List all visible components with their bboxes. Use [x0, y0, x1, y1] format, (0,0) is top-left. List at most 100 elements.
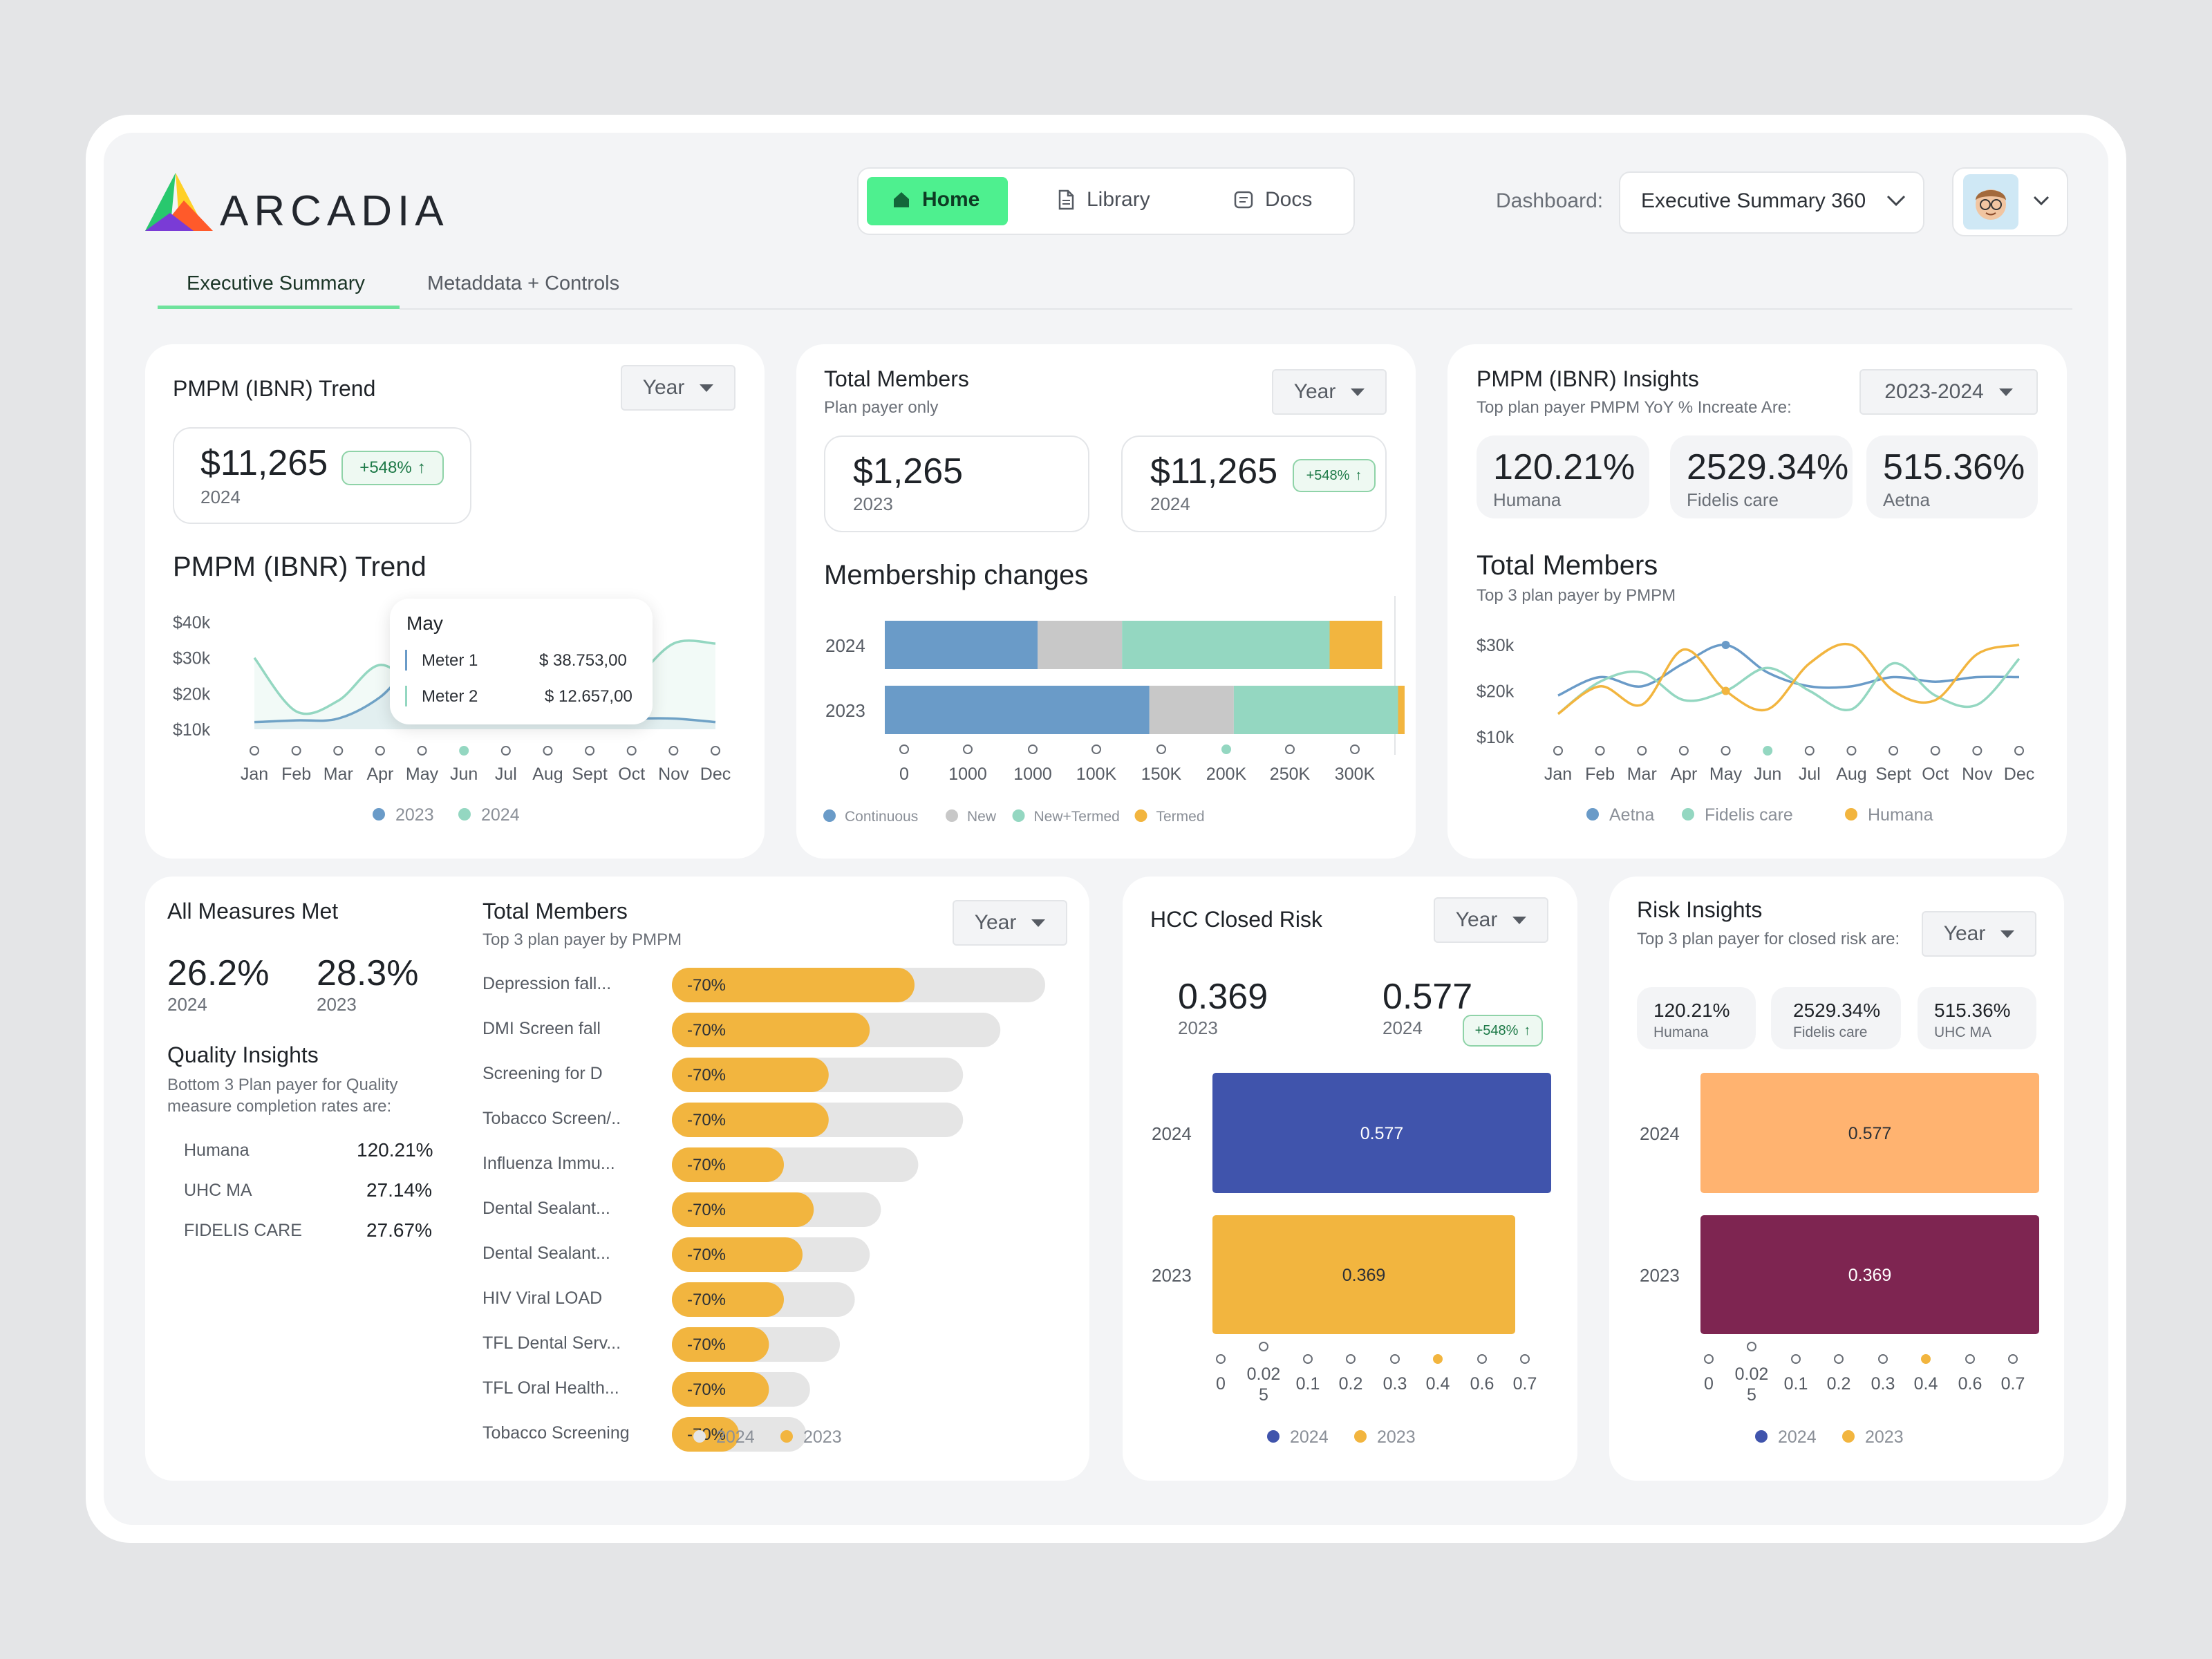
legend-label-3: Termed: [1156, 809, 1205, 825]
x-tick-label: Jun: [450, 765, 478, 784]
bar-data-label: -70%: [687, 1066, 726, 1085]
caret-down-icon: [1351, 388, 1365, 396]
risk-title: Risk Insights: [1637, 897, 1763, 922]
risk-stat-2-value: 2529.34%: [1793, 1000, 1881, 1021]
x-tick-dot: [500, 746, 511, 756]
x-tick-label: 0.1: [1784, 1374, 1808, 1394]
nav-library[interactable]: Library: [1056, 188, 1150, 212]
arcadia-logo[interactable]: [145, 173, 221, 236]
legend-swatch-1: [780, 1430, 793, 1443]
x-tick-dot: [626, 746, 637, 756]
pmpm-trend-year-dropdown[interactable]: Year: [621, 365, 735, 411]
x-tick-label: 0.7: [2001, 1374, 2025, 1394]
x-tick-label: 0.7: [1513, 1374, 1537, 1394]
x-tick-dot: [1595, 746, 1605, 756]
pmpm-trend-title: PMPM (IBNR) Trend: [173, 376, 376, 401]
x-tick-dot: [1763, 746, 1773, 756]
x-tick-dot: [1553, 746, 1563, 756]
x-tick-dot: [711, 746, 720, 756]
risk-subtitle: Top 3 plan payer for closed risk are:: [1637, 930, 1900, 948]
legend-label-0: 2024: [716, 1427, 755, 1447]
x-tick-label: May: [406, 765, 439, 784]
legend-swatch-3: [1134, 809, 1147, 822]
chevron-down-icon: [1886, 195, 1906, 207]
home-icon: [894, 192, 909, 207]
risk-year-dropdown[interactable]: Year: [1922, 911, 2036, 957]
members-kpi-2023-value: $1,265: [853, 451, 964, 491]
x-tick-dot: [1804, 746, 1815, 756]
total-members-year-dropdown[interactable]: Year: [1272, 369, 1387, 415]
x-tick-label: Oct: [1922, 765, 1949, 784]
y-tick-label: $30k: [173, 649, 211, 668]
x-tick-label: Jul: [1799, 765, 1821, 784]
x-tick-label: 0.2: [1827, 1374, 1851, 1394]
risk-stat-3-label: UHC MA: [1934, 1024, 1991, 1040]
risk-stat-2: [1771, 987, 1901, 1049]
x-tick-label: 0.4: [1426, 1374, 1450, 1394]
x-tick-dot: [291, 746, 301, 756]
bar-segment-New+Termed: [1233, 686, 1398, 734]
measures-title: All Measures Met: [167, 899, 339, 924]
bar-fill: [672, 1237, 803, 1272]
pmpm-trend-kpi-year: 2024: [200, 487, 241, 507]
caret-down-icon: [700, 384, 714, 392]
user-chevron-down-icon[interactable]: [2032, 195, 2050, 207]
bar-fill: [672, 1103, 829, 1137]
legend-label-1: 2024: [481, 805, 520, 825]
x-tick-label: 300K: [1335, 765, 1376, 784]
members-change-badge: +548% ↑: [1293, 459, 1376, 492]
bar-data-label: -70%: [687, 1021, 726, 1040]
quality-row-1-value: 120.21%: [357, 1139, 433, 1161]
x-tick-dot: [1221, 744, 1231, 754]
caret-down-icon: [1031, 919, 1046, 927]
risk-insights-chart: 2024 0.577 2023 0.369 0 0.025 0.1 0.2 0.3 0.4 0.6 0…: [1640, 1073, 2039, 1447]
x-tick-dot: [417, 746, 427, 756]
x-tick-dot: [1888, 746, 1899, 756]
bar-2023: [1700, 1215, 2039, 1334]
data-point: [1721, 686, 1730, 695]
avatar[interactable]: [1963, 174, 2018, 229]
series-line-Fidelis care: [1557, 657, 2021, 715]
bar-data-label: -70%: [687, 1156, 726, 1174]
legend-label-0: Continuous: [845, 809, 918, 825]
caret-down-icon: [2000, 930, 2015, 938]
quality-year-dropdown[interactable]: Year: [953, 900, 1067, 946]
x-tick-dot: [1350, 744, 1360, 754]
dropdown-label: Year: [1943, 922, 1986, 945]
x-tick-dot: [1637, 746, 1647, 756]
change-value: +548%: [1306, 467, 1350, 483]
tab-metadata-controls[interactable]: Metaddata + Controls: [427, 272, 620, 294]
period-dropdown[interactable]: 2023-2024: [1859, 369, 2038, 415]
pmpm-trend-change-badge: +548% ↑: [341, 451, 444, 485]
insight-chart-title: Total Members: [1477, 550, 1658, 581]
legend-swatch-2: [1845, 808, 1857, 821]
nav-home[interactable]: Home: [892, 188, 980, 212]
dashboard-select[interactable]: [1619, 171, 1924, 234]
x-tick-dot: [2008, 1354, 2018, 1364]
tab-executive-summary[interactable]: Executive Summary: [187, 272, 365, 294]
insight-stat-2-value: 2529.34%: [1687, 447, 1849, 487]
bar-fill: [672, 1327, 769, 1362]
hcc-year-dropdown[interactable]: Year: [1434, 897, 1548, 943]
members-kpi-2024-year: 2024: [1150, 494, 1190, 514]
x-tick-label: Mar: [324, 765, 353, 784]
data-point: [1721, 641, 1730, 649]
tooltip-row-1-value: $ 38.753,00: [539, 651, 627, 670]
x-tick-label: Nov: [658, 765, 689, 784]
x-tick-dot: [668, 746, 679, 756]
nav-docs[interactable]: Docs: [1233, 188, 1312, 212]
x-tick-label: Sept: [1875, 765, 1911, 784]
x-tick-dot: [1834, 1354, 1844, 1364]
legend-swatch-1: [1682, 808, 1694, 821]
bar-segment-Termed: [1329, 621, 1382, 669]
bar-fill: [672, 1282, 784, 1317]
bar-data-label: -70%: [687, 1291, 726, 1309]
nav-home-button[interactable]: [867, 177, 1008, 225]
tooltip-marker-1: [405, 650, 407, 671]
series-line-Humana: [1557, 642, 2020, 715]
measures-value-1: 26.2%: [167, 953, 270, 993]
quality-bars-title: Total Members: [482, 899, 628, 924]
x-tick-dot: [1965, 1354, 1975, 1364]
x-tick-dot: [1704, 1354, 1714, 1364]
legend-label-1: New: [967, 809, 997, 825]
